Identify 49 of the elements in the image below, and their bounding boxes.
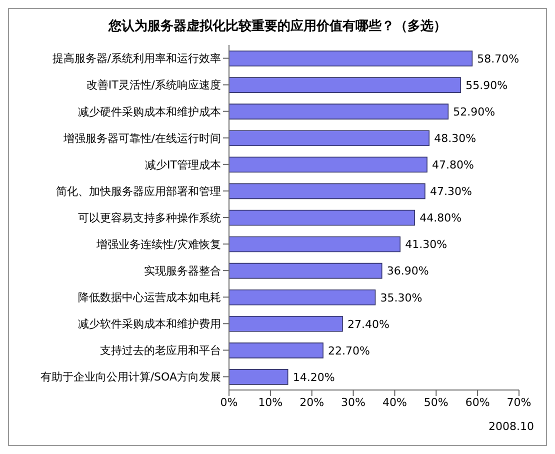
y-tick-label: 减少IT管理成本 [145, 158, 221, 172]
bar [229, 183, 426, 200]
data-label: 44.80% [420, 212, 462, 225]
y-tick-label: 支持过去的老应用和平台 [100, 344, 221, 358]
bar [229, 262, 382, 279]
y-tick-label: 减少硬件采购成本和维护成本 [78, 105, 221, 118]
y-tick-label: 增强业务连续性/灾难恢复 [95, 238, 221, 251]
bar [229, 316, 343, 332]
y-tick-label: 降低数据中心运营成本如电耗 [78, 291, 221, 304]
data-label: 27.40% [348, 318, 390, 331]
y-tick-label: 可以更容易支持多种操作系统 [78, 211, 221, 224]
bar [229, 77, 461, 93]
x-tick-label: 40% [382, 396, 407, 409]
bar [229, 236, 400, 252]
x-tick-label: 60% [465, 396, 490, 409]
text: 2008.10 [488, 420, 534, 433]
bar [229, 130, 430, 146]
bar [229, 156, 428, 173]
x-tick-label: 70% [506, 396, 532, 409]
y-tick-label: 简化、加快服务器应用部署和管理 [56, 184, 221, 198]
y-tick-label: 实现服务器整合 [144, 264, 221, 278]
x-tick-label: 10% [258, 396, 283, 409]
y-tick-label: 有助于企业向公用计算/SOA方向发展 [40, 370, 221, 384]
y-tick-label: 改善IT灵活性/系统响应速度 [86, 78, 221, 92]
data-label: 14.20% [292, 370, 335, 384]
bar [229, 104, 449, 120]
bar [229, 289, 376, 306]
data-label: 47.30% [430, 185, 472, 198]
chart-title: 您认为服务器虚拟化比较重要的应用价值有哪些？（多选） [107, 18, 448, 35]
bar [229, 369, 288, 385]
bar [229, 210, 415, 226]
data-label: 41.30% [405, 238, 448, 252]
data-label: 35.30% [380, 291, 422, 304]
data-label: 55.90% [466, 78, 508, 92]
data-label: 36.90% [386, 264, 429, 278]
data-label: 48.30% [434, 132, 476, 146]
data-label: 47.80% [432, 158, 474, 172]
data-label: 22.70% [328, 344, 370, 358]
bar [229, 342, 324, 358]
y-tick-label: 减少软件采购成本和维护费用 [78, 318, 221, 331]
x-tick-label: 0% [220, 396, 238, 409]
x-tick-label: 50% [424, 396, 448, 409]
data-label: 58.70% [477, 52, 520, 66]
bar [229, 50, 473, 66]
data-label: 52.90% [453, 105, 496, 118]
x-tick-label: 30% [341, 396, 366, 409]
y-tick-label: 增强服务器可靠性/在线运行时间 [62, 132, 221, 145]
x-tick-label: 20% [300, 396, 324, 409]
y-tick-label: 提高服务器/系统利用率和运行效率 [52, 52, 221, 66]
